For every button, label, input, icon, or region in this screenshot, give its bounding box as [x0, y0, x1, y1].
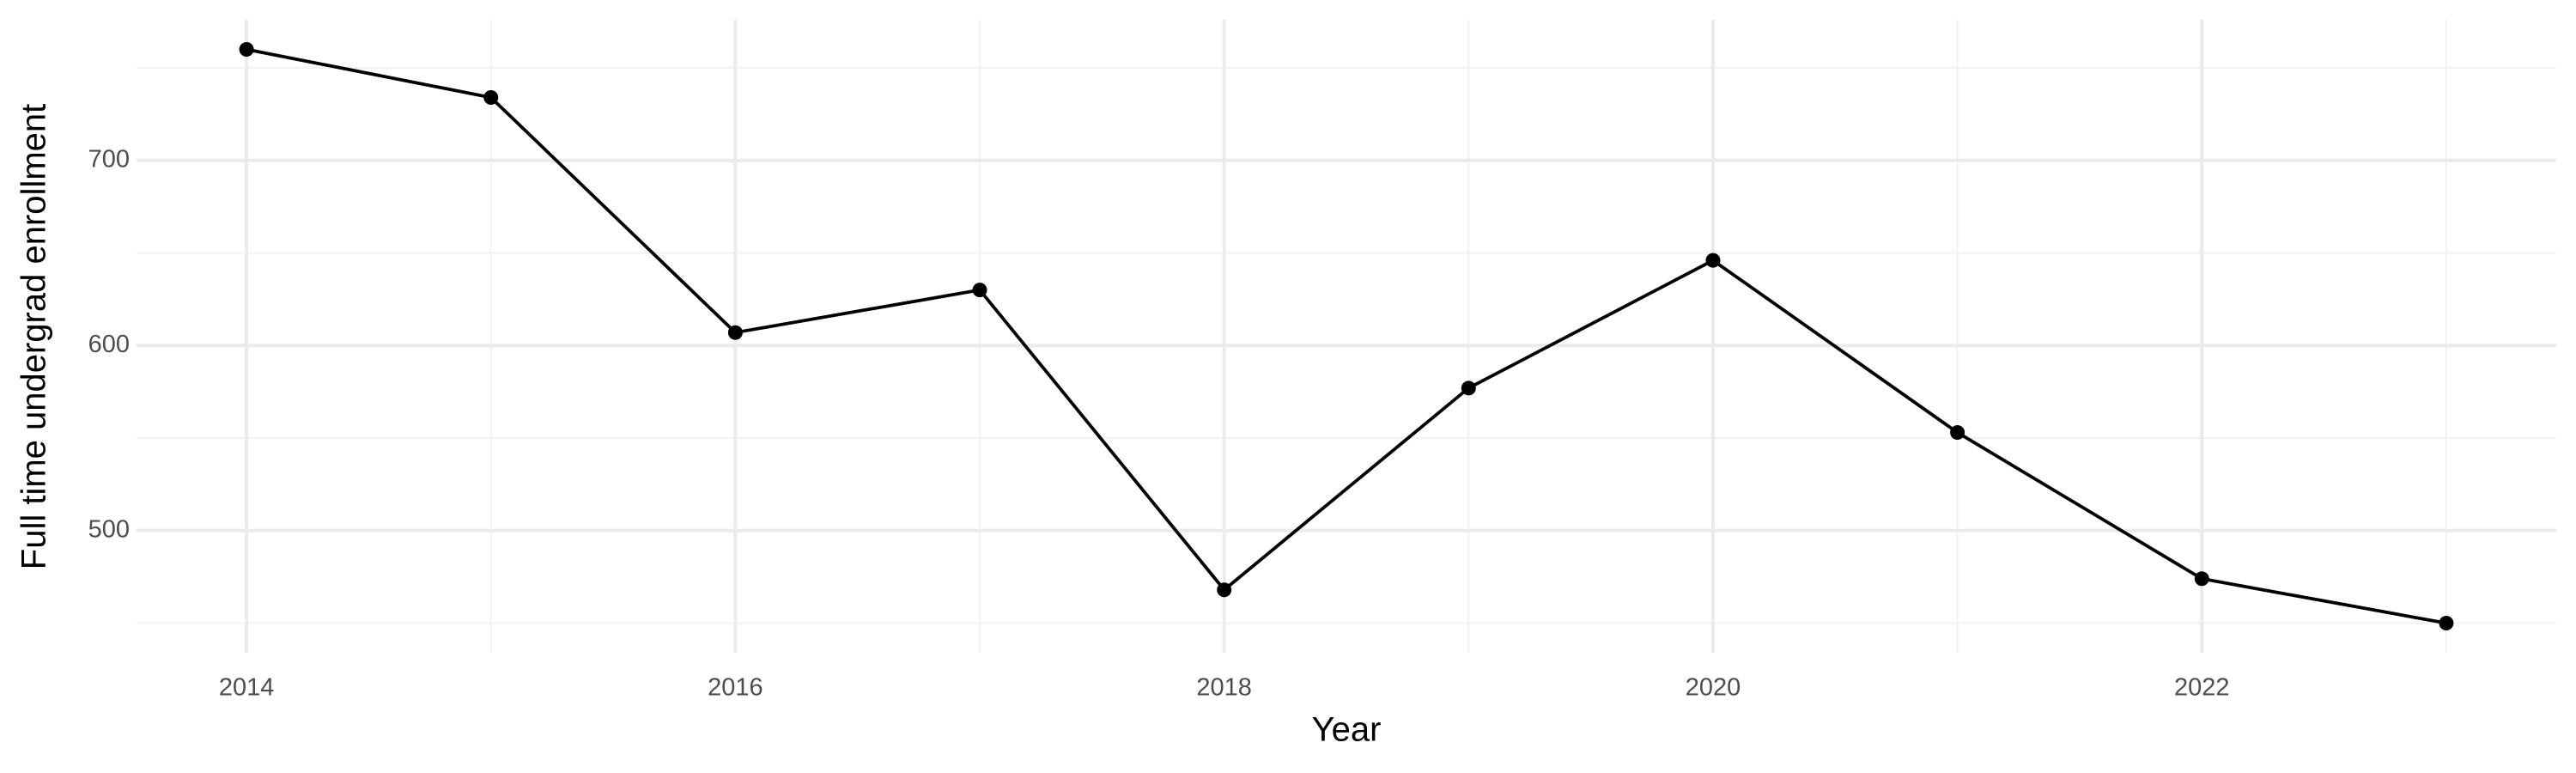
x-tick-label: 2016: [708, 674, 763, 702]
point: [972, 283, 987, 298]
point: [727, 325, 743, 340]
point: [1950, 425, 1965, 441]
x-tick-label: 2014: [219, 674, 275, 702]
line: [246, 47, 2447, 625]
x-axis-title: Year: [1312, 711, 1382, 749]
point: [1705, 253, 1721, 268]
point: [2194, 571, 2209, 587]
x-tick-label: 2020: [1686, 674, 1741, 702]
point: [2439, 616, 2454, 631]
x-tick-label: 2022: [2174, 674, 2230, 702]
y-axis-title: Full time undergrad enrollment: [15, 104, 53, 569]
y-tick-label: 700: [88, 145, 130, 173]
point: [483, 90, 499, 106]
point: [239, 41, 254, 57]
y-tick-label: 500: [88, 515, 130, 543]
y-tick-label: 600: [88, 331, 130, 358]
x-tick-label: 2018: [1196, 674, 1252, 702]
point: [1217, 582, 1232, 598]
point: [1461, 380, 1476, 396]
